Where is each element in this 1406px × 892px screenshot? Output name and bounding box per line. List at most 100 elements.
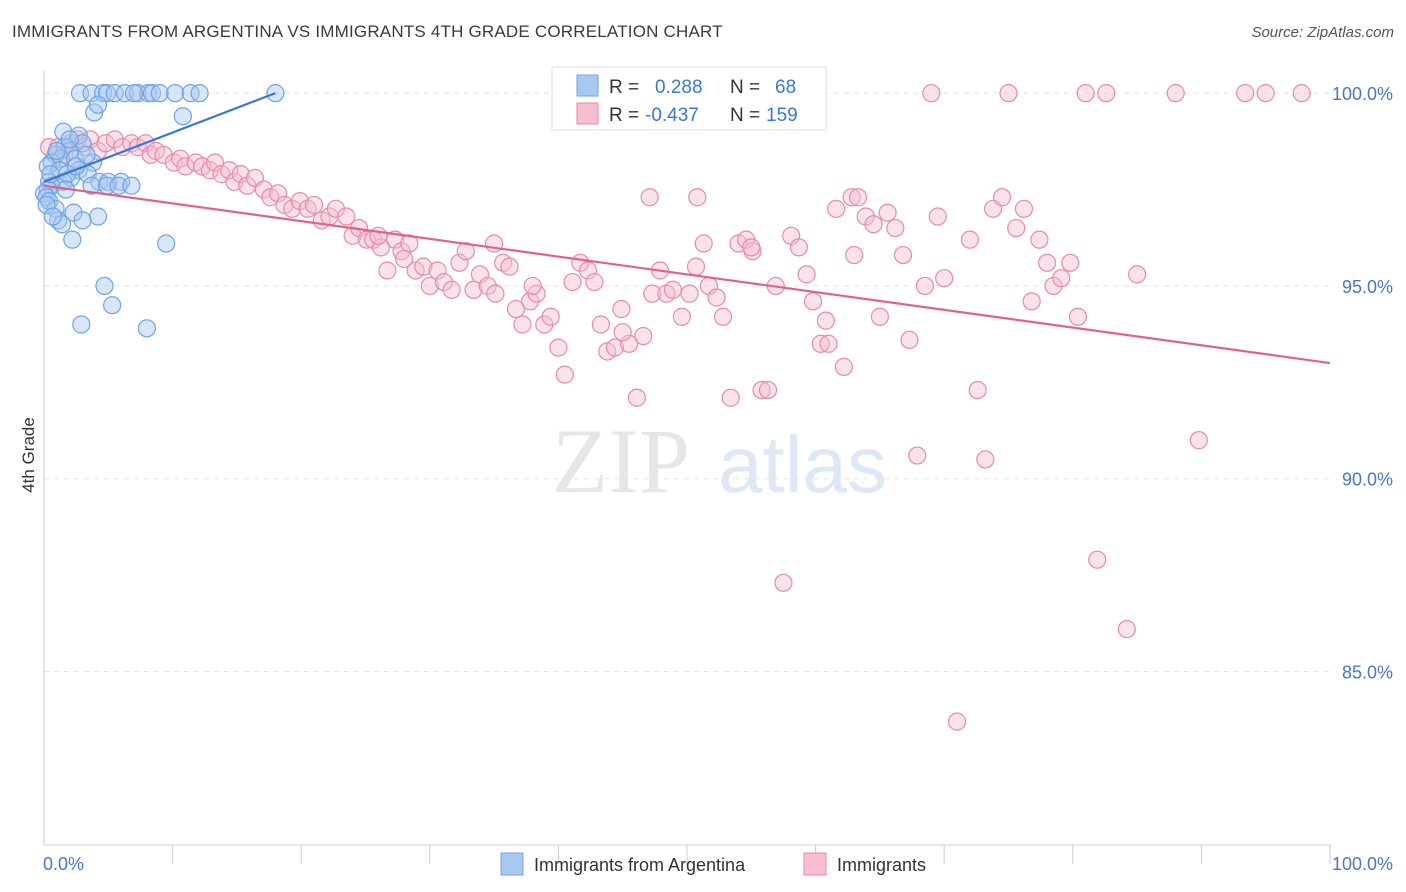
argentina-point-64 — [60, 130, 79, 149]
immigrants-point-141 — [1088, 550, 1107, 569]
immigrants-point-154 — [845, 245, 864, 265]
immigrants-point-81 — [620, 334, 639, 353]
immigrants-point-125 — [960, 230, 980, 249]
immigrants-point-126 — [968, 380, 987, 400]
immigrants-point-41 — [337, 207, 356, 226]
immigrants-point-53 — [420, 276, 439, 296]
immigrants-point-138 — [1061, 253, 1080, 272]
legend-r-label-pink: R = — [609, 105, 639, 126]
immigrants-point-107 — [811, 334, 830, 353]
immigrants-point-114 — [864, 215, 883, 234]
immigrants-point-109 — [827, 199, 846, 218]
immigrants-point-70 — [541, 307, 560, 326]
argentina-point-53 — [103, 296, 122, 315]
argentina-point-16 — [173, 107, 192, 126]
immigrants-point-47 — [378, 261, 397, 280]
immigrants-point-95 — [721, 388, 740, 407]
immigrants-point-25 — [220, 161, 239, 180]
immigrants-point-52 — [414, 257, 433, 276]
immigrants-point-104 — [789, 238, 808, 257]
immigrants-point-146 — [1256, 84, 1275, 103]
immigrants-point-58 — [456, 242, 475, 261]
immigrants-point-64 — [500, 257, 519, 276]
immigrants-point-144 — [1189, 431, 1208, 450]
immigrants-point-77 — [591, 315, 610, 334]
y-tick-label-2: 90.0% — [1342, 470, 1393, 490]
argentina-point-46 — [88, 207, 108, 226]
argentina-point-61 — [109, 176, 128, 195]
immigrants-point-160 — [613, 323, 632, 342]
immigrants-point-100 — [758, 380, 778, 400]
immigrants-point-121 — [915, 276, 935, 296]
argentina-point-56 — [37, 195, 56, 215]
y-tick-label-3: 85.0% — [1342, 662, 1393, 682]
immigrants-point-108 — [819, 334, 838, 353]
immigrants-point-133 — [1022, 292, 1041, 311]
argentina-point-51 — [157, 234, 176, 253]
argentina-point-8 — [142, 84, 162, 103]
immigrants-point-99 — [752, 380, 771, 400]
y-axis-title: 4th Grade — [19, 417, 38, 493]
series-legend-label-immigrants: Immigrants — [837, 855, 926, 875]
watermark: ZIP atlas — [552, 410, 887, 512]
y-tick-labels: 100.0% 95.0% 90.0% 85.0% — [1332, 84, 1393, 682]
legend-n-value-pink: 159 — [766, 105, 798, 126]
immigrants-point-132 — [1014, 199, 1034, 218]
immigrants-point-143 — [1117, 619, 1136, 639]
immigrants-point-71 — [549, 338, 568, 357]
y-tick-label-1: 95.0% — [1342, 277, 1393, 297]
immigrants-point-122 — [922, 84, 941, 103]
argentina-point-54 — [72, 315, 91, 334]
immigrants-point-35 — [290, 191, 310, 211]
immigrants-point-34 — [283, 199, 302, 218]
immigrants-point-131 — [1007, 218, 1026, 238]
immigrants-point-123 — [935, 269, 954, 288]
argentina-point-38 — [82, 176, 101, 195]
immigrants-point-153 — [1127, 265, 1147, 284]
immigrants-point-119 — [900, 330, 919, 350]
immigrants-point-61 — [478, 276, 497, 296]
argentina-point-57 — [43, 207, 63, 226]
series-immigrants-from-argentina — [34, 84, 285, 338]
immigrants-point-62 — [486, 284, 505, 303]
argentina-point-60 — [77, 145, 96, 164]
immigrants-point-106 — [803, 292, 823, 311]
immigrants-point-130 — [999, 84, 1018, 103]
argentina-point-10 — [166, 84, 185, 103]
immigrants-point-158 — [369, 226, 388, 245]
immigrants-point-139 — [1068, 307, 1088, 326]
series-immigrants — [40, 84, 1311, 731]
immigrants-point-111 — [842, 188, 861, 207]
legend-n-label-blue: N = — [730, 77, 760, 98]
immigrants-point-110 — [834, 357, 853, 376]
x-tick-label-max: 100.0% — [1332, 854, 1393, 874]
argentina-point-24 — [65, 149, 84, 168]
immigrants-point-142 — [1097, 84, 1116, 103]
immigrants-point-148 — [1292, 84, 1311, 103]
immigrants-point-94 — [713, 307, 733, 326]
immigrants-point-37 — [304, 195, 324, 215]
immigrants-point-66 — [513, 315, 532, 334]
legend-r-value-pink: -0.437 — [645, 105, 699, 126]
argentina-point-12 — [190, 84, 209, 103]
immigrants-point-102 — [774, 573, 793, 592]
immigrants-point-117 — [886, 218, 905, 238]
immigrants-point-91 — [694, 234, 713, 253]
argentina-point-65 — [122, 176, 141, 195]
series-legend: Immigrants from Argentina Immigrants — [500, 852, 926, 876]
immigrants-point-23 — [205, 153, 225, 172]
series-legend-swatch-argentina — [500, 852, 524, 876]
immigrants-point-124 — [947, 712, 967, 731]
argentina-point-55 — [137, 319, 156, 338]
immigrants-point-46 — [371, 238, 391, 257]
x-ticks — [172, 845, 1331, 864]
immigrants-point-147 — [1166, 84, 1185, 103]
immigrants-point-40 — [326, 199, 346, 218]
immigrants-point-149 — [688, 188, 707, 207]
immigrants-point-56 — [442, 280, 461, 299]
argentina-point-52 — [95, 276, 114, 296]
immigrants-point-82 — [627, 388, 646, 407]
immigrants-point-7 — [88, 141, 108, 161]
argentina-point-6 — [128, 84, 147, 103]
x-tick-label-min: 0.0% — [43, 854, 84, 874]
